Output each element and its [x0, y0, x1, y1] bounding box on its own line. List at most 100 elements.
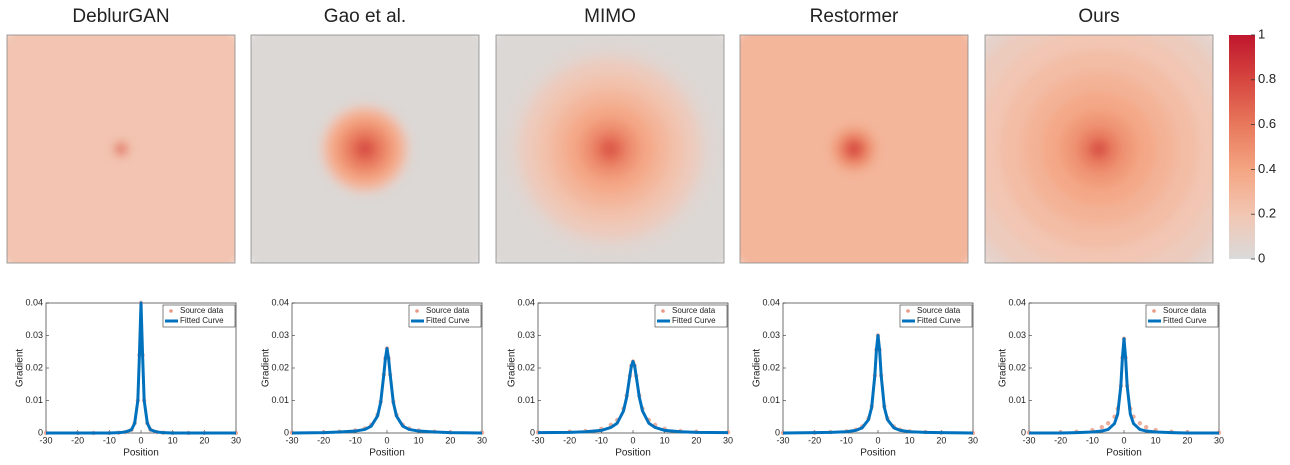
legend-entry: Source data [672, 306, 716, 315]
y-tick-label: 0.02 [517, 362, 535, 372]
x-tick-label: -30 [531, 435, 544, 445]
x-tick-label: 30 [723, 435, 733, 445]
panel-border [6, 34, 236, 264]
legend-marker [415, 309, 419, 313]
x-tick-label: -30 [39, 435, 52, 445]
colorbar-tick-label: 0.8 [1258, 71, 1276, 86]
x-tick-label: -10 [595, 435, 608, 445]
heatmap [985, 35, 1213, 263]
legend-entry: Fitted Curve [672, 316, 716, 325]
y-tick-label: 0.01 [517, 395, 535, 405]
legend-entry: Source data [426, 306, 470, 315]
legend-marker [169, 309, 173, 313]
legend-entry: Fitted Curve [180, 316, 224, 325]
x-tick-label: -30 [1022, 435, 1035, 445]
x-tick-label: 30 [231, 435, 241, 445]
x-tick-label: -20 [808, 435, 821, 445]
heatmap [7, 35, 235, 263]
y-tick-label: 0.03 [25, 330, 43, 340]
heatmap [496, 35, 724, 263]
x-tick-label: 30 [1214, 435, 1224, 445]
x-axis-label: Position [860, 448, 896, 459]
panel-title: DeblurGAN [72, 6, 169, 27]
legend-entry: Source data [1163, 306, 1207, 315]
panel-border [739, 34, 969, 264]
y-tick-label: 0.01 [1008, 395, 1026, 405]
y-axis-label: Gradient [998, 349, 1009, 388]
y-tick-label: 0.03 [517, 330, 535, 340]
colorbar-tick-label: 0.6 [1258, 116, 1276, 131]
heatmap-ring [1095, 145, 1103, 153]
x-tick-label: -20 [317, 435, 330, 445]
legend-marker [1152, 309, 1156, 313]
panel-title: Ours [1078, 6, 1119, 27]
y-tick-label: 0 [775, 427, 780, 437]
y-axis-label: Gradient [261, 349, 272, 388]
fitted-curve [1029, 337, 1219, 435]
panel-title: Gao et al. [324, 6, 406, 27]
legend-box [899, 304, 973, 328]
fitted-curve [291, 347, 483, 435]
x-tick-label: 20 [445, 435, 455, 445]
x-tick-label: 10 [1151, 435, 1161, 445]
colorbar-tick-label: 1 [1258, 26, 1265, 41]
x-tick-label: 20 [199, 435, 209, 445]
x-tick-label: 20 [691, 435, 701, 445]
x-tick-label: 0 [384, 435, 389, 445]
fitted-curve [782, 334, 974, 435]
y-tick-label: 0 [284, 427, 289, 437]
x-tick-label: 30 [477, 435, 487, 445]
x-axis-label: Position [1106, 448, 1142, 459]
y-tick-label: 0.02 [271, 362, 289, 372]
x-tick-label: -10 [103, 435, 116, 445]
heatmap-ring [852, 147, 856, 151]
legend-marker [661, 309, 665, 313]
heatmap-blur [740, 35, 968, 263]
y-tick-label: 0.03 [762, 330, 780, 340]
y-tick-label: 0.04 [517, 297, 535, 307]
heatmap-ring [118, 146, 124, 152]
x-tick-label: 20 [1182, 435, 1192, 445]
y-tick-label: 0.04 [762, 297, 780, 307]
x-tick-label: -10 [1086, 435, 1099, 445]
colorbar-tick-label: 0.4 [1258, 161, 1276, 176]
x-tick-label: 0 [1121, 435, 1126, 445]
y-tick-label: 0.04 [25, 297, 43, 307]
heatmap-ring [7, 35, 235, 263]
y-tick-label: 0.02 [1008, 362, 1026, 372]
y-axis-label: Gradient [507, 349, 518, 388]
colorbar-tick-label: 0.2 [1258, 206, 1276, 221]
y-tick-label: 0.01 [25, 395, 43, 405]
heatmap-ring [363, 147, 367, 151]
x-tick-label: 30 [968, 435, 978, 445]
x-tick-label: -10 [349, 435, 362, 445]
y-tick-label: 0.01 [271, 395, 289, 405]
source-point [1099, 424, 1105, 430]
heatmap [251, 35, 479, 263]
heatmap-blur [496, 35, 724, 263]
x-tick-label: 0 [138, 435, 143, 445]
panel-border [250, 34, 480, 264]
legend-entry: Fitted Curve [426, 316, 470, 325]
x-tick-label: 10 [660, 435, 670, 445]
y-tick-label: 0.01 [762, 395, 780, 405]
heatmap [740, 35, 968, 263]
heatmap-blur [7, 35, 235, 263]
x-tick-label: -20 [1054, 435, 1067, 445]
y-tick-label: 0 [38, 427, 43, 437]
x-axis-label: Position [369, 448, 405, 459]
heatmap-ring [606, 145, 614, 153]
y-tick-label: 0.03 [1008, 330, 1026, 340]
y-tick-label: 0.02 [762, 362, 780, 372]
x-tick-label: 0 [630, 435, 635, 445]
y-tick-label: 0 [1021, 427, 1026, 437]
x-tick-label: -20 [563, 435, 576, 445]
legend-entry: Source data [180, 306, 224, 315]
legend-box [654, 304, 728, 328]
panel-border [495, 34, 725, 264]
y-tick-label: 0.04 [271, 297, 289, 307]
x-tick-label: -20 [71, 435, 84, 445]
y-axis-label: Gradient [752, 349, 763, 388]
source-point [1105, 421, 1111, 426]
